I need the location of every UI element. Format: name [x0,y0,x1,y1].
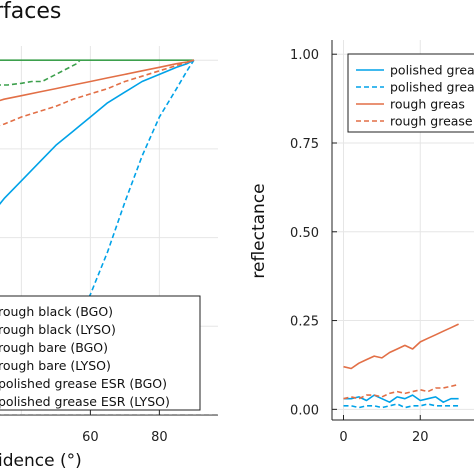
right-chart: 0.00 0.25 0.50 0.75 1.00 0 20 reflectance poli… [249,40,474,445]
left-series-line-3 [0,59,81,86]
plot-title: rfaces [0,0,61,24]
y-tick-label: 0.25 [290,315,319,330]
left-series-line-6 [0,59,195,102]
right-legend: polished grea polished grea rough greas rou… [347,53,474,133]
legend-label: polished grea [390,63,474,78]
y-tick-label: 0.75 [290,137,319,152]
right-series-group [343,323,459,409]
legend-label: polished grease ESR (BGO) [0,376,167,391]
right-series-line-0 [343,394,459,404]
y-tick-label: 0.00 [290,403,319,418]
right-series-line-3 [343,383,459,400]
left-x-ticks: 60 80 [82,410,168,445]
legend-label: rough black (BGO) [0,304,113,319]
x-tick-label: 20 [412,430,429,445]
legend-label: polished grease ESR (LYSO) [0,394,170,409]
left-legend-box [0,295,201,411]
y-tick-label: 1.00 [290,48,319,63]
x-tick-label: 80 [151,430,168,445]
right-series-line-2 [343,323,459,370]
legend-label: rough bare (LYSO) [0,358,111,373]
right-legend-box [347,53,474,133]
left-chart: rfaces 60 80 idence (°) rough black (BGO)… [0,0,218,471]
legend-label: polished grea [390,80,474,95]
y-tick-label: 0.50 [290,226,319,241]
right-axes [331,40,474,421]
left-legend: rough black (BGO) rough black (LYSO) rou… [0,295,201,411]
right-ticks: 0.00 0.25 0.50 0.75 1.00 0 20 [290,48,428,445]
legend-label: rough black (LYSO) [0,322,116,337]
legend-label: rough grease [390,114,473,129]
x-tick-label: 60 [82,430,99,445]
left-series-line-7 [0,59,195,127]
right-series-line-1 [343,403,459,409]
x-tick-label: 0 [339,430,347,445]
legend-label: rough bare (BGO) [0,340,108,355]
left-x-axis-title: idence (°) [0,451,82,471]
left-series-line-4 [0,59,195,205]
right-y-axis-title: reflectance [249,183,269,278]
legend-label: rough greas [390,97,465,112]
